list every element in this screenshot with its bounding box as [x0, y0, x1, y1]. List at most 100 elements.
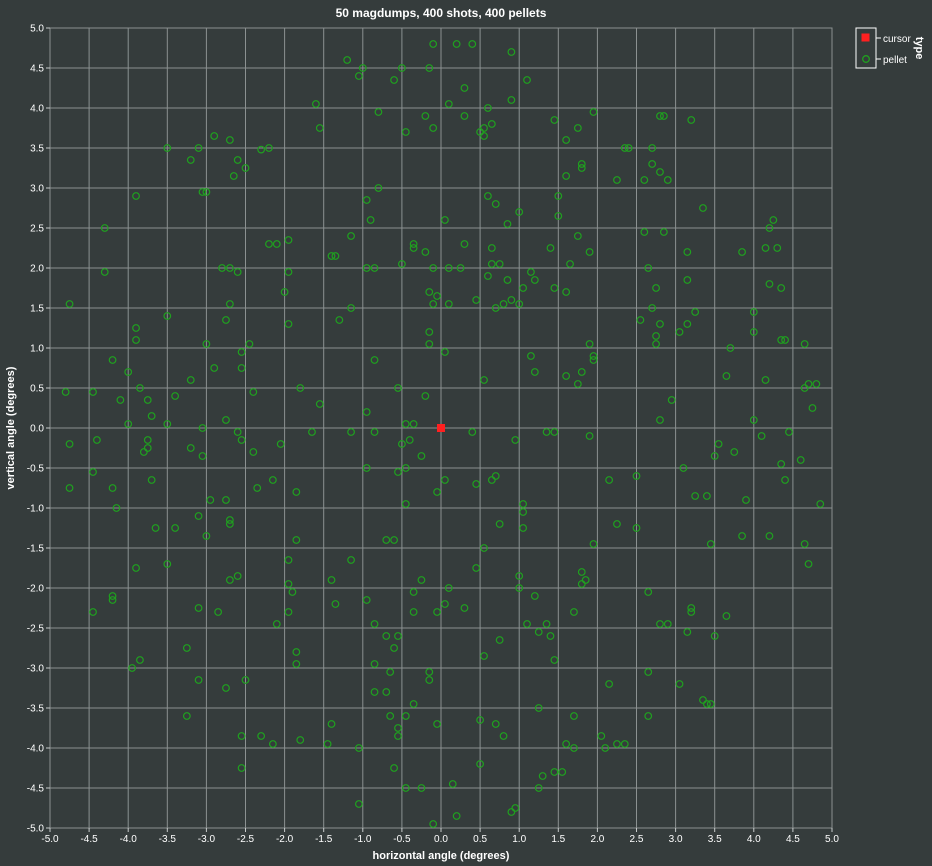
pellet-point	[233, 156, 242, 164]
x-tick-label: 3.0	[669, 834, 683, 845]
pellet-point	[730, 448, 739, 456]
pellet-point	[644, 712, 653, 720]
pellet-point	[237, 732, 246, 740]
pellet-point	[331, 600, 340, 608]
pellet-point	[534, 628, 543, 636]
pellet-point	[233, 428, 242, 436]
pellet-point	[710, 452, 719, 460]
pellet-point	[589, 108, 598, 116]
pellet-point	[804, 380, 813, 388]
pellet-point	[726, 344, 735, 352]
pellet-point	[687, 604, 696, 612]
x-tick-label: -2.0	[276, 834, 294, 845]
pellet-point	[171, 524, 180, 532]
pellet-point	[491, 472, 500, 480]
pellet-point	[781, 476, 789, 484]
pellet-point	[292, 648, 301, 656]
pellet-point	[765, 532, 774, 540]
pellet-point	[460, 112, 469, 120]
legend-label-pellet: pellet	[883, 55, 907, 66]
pellet-point	[652, 332, 660, 340]
pellet-point	[562, 740, 571, 748]
y-axis-label: vertical angle (degrees)	[5, 366, 17, 489]
pellet-point	[589, 540, 598, 548]
pellet-point	[370, 688, 379, 696]
pellet-point	[182, 644, 191, 652]
pellet-point	[136, 384, 144, 392]
pellet-point	[558, 768, 567, 776]
pellet-point	[444, 300, 453, 308]
pellet-point	[323, 740, 332, 748]
y-tick-label: -3.0	[27, 664, 45, 675]
pellet-point	[284, 580, 293, 588]
pellet-point	[515, 584, 524, 592]
x-tick-label: 3.5	[708, 834, 722, 845]
y-tick-label: -4.0	[27, 744, 45, 755]
y-tick-label: 4.0	[30, 104, 44, 115]
pellet-point	[804, 560, 813, 568]
y-tick-label: 1.5	[30, 304, 44, 315]
pellet-point	[613, 520, 621, 528]
pellet-point	[429, 124, 438, 132]
pellet-point	[523, 620, 531, 628]
pellet-point	[562, 288, 571, 296]
y-tick-label: 3.0	[30, 184, 44, 195]
pellet-point	[421, 248, 430, 256]
pellet-point	[480, 376, 488, 384]
pellet-point	[542, 428, 551, 436]
pellet-point	[480, 652, 488, 660]
x-tick-label: 1.0	[512, 834, 526, 845]
pellet-point	[702, 700, 711, 708]
y-tick-label: 0.5	[30, 384, 44, 395]
pellet-point	[108, 356, 117, 364]
legend: cursor pellet type	[855, 27, 925, 69]
chart-title: 50 magdumps, 400 shots, 400 pellets	[336, 6, 547, 20]
pellet-point	[429, 40, 438, 48]
pellet-point	[202, 188, 211, 196]
x-tick-label: -1.0	[354, 834, 372, 845]
pellet-point	[89, 608, 97, 616]
pellet-point	[163, 420, 172, 428]
pellet-point	[292, 488, 301, 496]
pellet-point	[374, 108, 383, 116]
pellet-point	[425, 668, 434, 676]
pellet-point	[476, 760, 485, 768]
pellet-point	[785, 428, 793, 436]
pellet-point	[237, 364, 246, 372]
legend-label-cursor: cursor	[883, 34, 911, 45]
pellet-point	[382, 536, 391, 544]
pellet-point	[194, 144, 203, 152]
pellet-point	[257, 732, 266, 740]
pellet-point	[769, 216, 778, 224]
pellet-point	[225, 516, 234, 524]
pellet-point	[147, 412, 156, 420]
pellet-point	[394, 724, 402, 732]
pellet-point	[194, 604, 203, 612]
pellet-point	[225, 264, 234, 272]
x-tick-label: 4.0	[747, 834, 761, 845]
pellet-point	[570, 608, 578, 616]
pellet-point	[222, 316, 230, 324]
pellet-point	[738, 248, 746, 256]
pellet-point	[562, 372, 571, 380]
pellet-point	[444, 100, 453, 108]
pellet-point	[409, 420, 418, 428]
pellet-point	[362, 408, 371, 416]
pellet-point	[315, 400, 324, 408]
pellet-point	[272, 620, 281, 628]
pellet-point	[425, 64, 434, 72]
pellet-point	[186, 444, 195, 452]
x-tick-label: 0.5	[473, 834, 487, 845]
pellet-point	[702, 492, 711, 500]
pellet-point	[476, 128, 485, 136]
pellet-point	[761, 376, 770, 384]
pellet-point	[401, 712, 410, 720]
pellet-point	[202, 340, 211, 348]
pellet-point	[491, 304, 500, 312]
pellet-point	[394, 468, 402, 476]
pellet-point	[276, 440, 285, 448]
pellet-point	[503, 276, 512, 284]
pellet-point	[573, 124, 582, 132]
pellet-point	[550, 116, 559, 124]
